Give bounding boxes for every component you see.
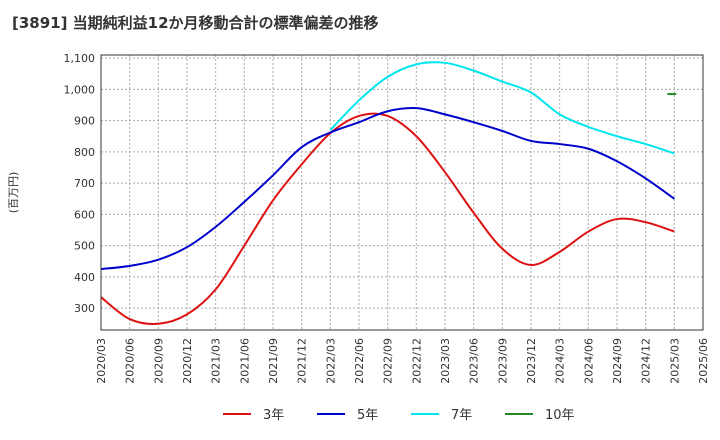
legend-label: 7年 [451, 408, 472, 423]
series-line-5y [100, 107, 675, 271]
series-line-7y [329, 61, 675, 155]
x-tick-label: 2020/06 [124, 338, 137, 384]
y-tick-label: 1,000 [64, 83, 96, 96]
x-tick-label: 2021/09 [267, 338, 280, 384]
x-tick-label: 2023/09 [496, 338, 509, 384]
x-tick-label: 2024/06 [582, 338, 595, 384]
y-axis-ticks: 300 400 500 600 700 800 900 1,000 1,100 [64, 52, 96, 315]
x-tick-label: 2025/06 [697, 338, 710, 384]
x-tick-label: 2020/03 [95, 338, 108, 384]
legend: 3年 5年 7年 10年 [223, 408, 575, 423]
chart-title: [3891] 当期純利益12か月移動合計の標準偏差の推移 [12, 14, 379, 32]
y-axis-label: (百万円) [7, 172, 20, 214]
x-tick-label: 2022/06 [353, 338, 366, 384]
x-tick-label: 2024/03 [554, 338, 567, 384]
y-tick-label: 500 [74, 240, 95, 253]
series-line-3y [100, 112, 675, 325]
series-lines [100, 61, 677, 325]
x-tick-label: 2022/03 [324, 338, 337, 384]
x-tick-label: 2023/06 [468, 338, 481, 384]
y-tick-label: 900 [74, 115, 95, 128]
x-tick-label: 2020/09 [152, 338, 165, 384]
y-tick-label: 300 [74, 302, 95, 315]
legend-label: 5年 [357, 408, 378, 423]
x-tick-label: 2024/12 [640, 338, 653, 384]
x-tick-label: 2020/12 [181, 338, 194, 384]
x-axis-ticks: 2020/03 2020/06 2020/09 2020/12 2021/03 2021/… [95, 338, 710, 384]
y-tick-label: 700 [74, 177, 95, 190]
plot-frame [100, 54, 704, 331]
x-tick-label: 2022/12 [410, 338, 423, 384]
x-tick-label: 2024/09 [611, 338, 624, 384]
y-tick-label: 600 [74, 208, 95, 221]
x-tick-label: 2021/12 [296, 338, 309, 384]
x-tick-label: 2021/03 [210, 338, 223, 384]
legend-label: 10年 [545, 408, 575, 423]
x-tick-label: 2023/03 [439, 338, 452, 384]
y-tick-label: 800 [74, 146, 95, 159]
x-tick-label: 2025/03 [668, 338, 681, 384]
legend-label: 3年 [263, 408, 284, 423]
x-tick-label: 2022/09 [382, 338, 395, 384]
x-tick-label: 2023/12 [525, 338, 538, 384]
y-tick-label: 1,100 [64, 52, 96, 65]
grid [100, 55, 704, 330]
x-tick-label: 2021/06 [238, 338, 251, 384]
y-tick-label: 400 [74, 271, 95, 284]
